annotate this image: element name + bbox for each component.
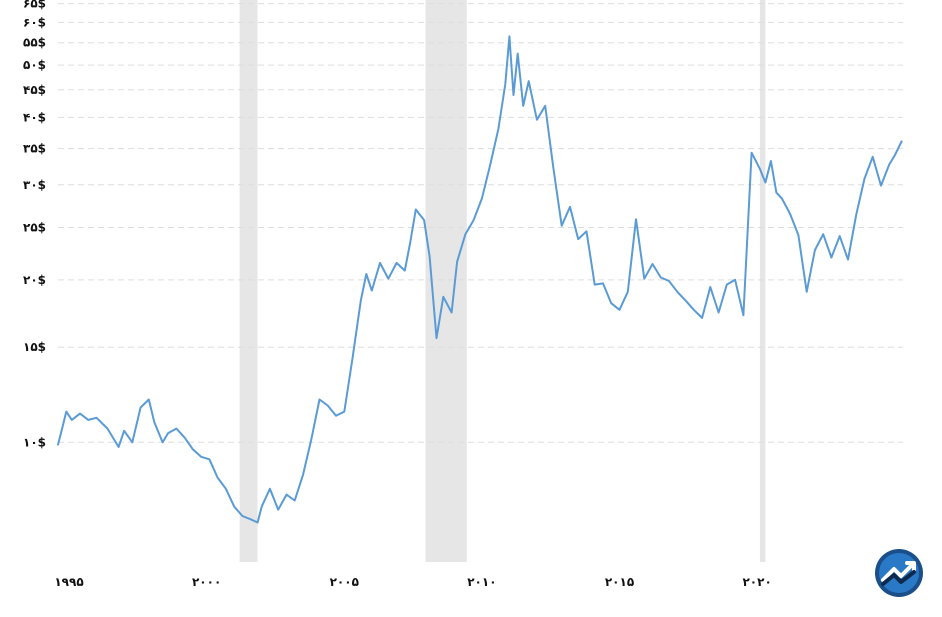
y-tick-label: ۵۰$ <box>23 58 46 72</box>
plot-area <box>58 0 903 562</box>
x-tick-label: ۲۰۰۵ <box>330 575 359 589</box>
y-tick-label: ۴۰$ <box>23 110 46 124</box>
x-tick-label: ۲۰۱۵ <box>605 575 634 589</box>
y-tick-label: ۵۵$ <box>23 36 46 50</box>
x-tick-label: ۲۰۱۰ <box>467 575 496 589</box>
series-line <box>57 35 903 524</box>
y-tick-label: ۱۵$ <box>23 340 46 354</box>
x-tick-label: ۲۰۰۰ <box>192 575 221 589</box>
y-tick-label: ۳۰$ <box>23 178 46 192</box>
y-tick-label: ۲۵$ <box>23 221 46 235</box>
x-tick-label: ۲۰۲۰ <box>742 575 771 589</box>
recession-band <box>239 0 258 562</box>
y-tick-label: ۳۵$ <box>23 142 46 156</box>
y-tick-label: ۲۰$ <box>23 273 46 287</box>
y-tick-label: ۴۵$ <box>23 83 46 97</box>
chart-trend-logo-icon <box>874 548 924 598</box>
recession-band <box>759 0 766 562</box>
grid-lines <box>58 3 903 443</box>
x-axis-ticks: ۱۹۹۵ ۲۰۰۰ ۲۰۰۵ ۲۰۱۰ ۲۰۱۵ ۲۰۲۰ <box>54 575 771 589</box>
y-tick-label: ۱۰$ <box>23 435 46 449</box>
y-axis-ticks: ۱۰$ ۱۵$ ۲۰$ ۲۵$ ۳۰$ ۳۵$ ۴۰$ ۴۵$ ۵۰$ ۵۵$ ۶۰$ ۶۵$ <box>23 0 46 449</box>
x-tick-label: ۱۹۹۵ <box>54 575 83 589</box>
y-tick-label: ۶۰$ <box>23 15 46 29</box>
y-tick-label: ۶۵$ <box>23 0 46 11</box>
